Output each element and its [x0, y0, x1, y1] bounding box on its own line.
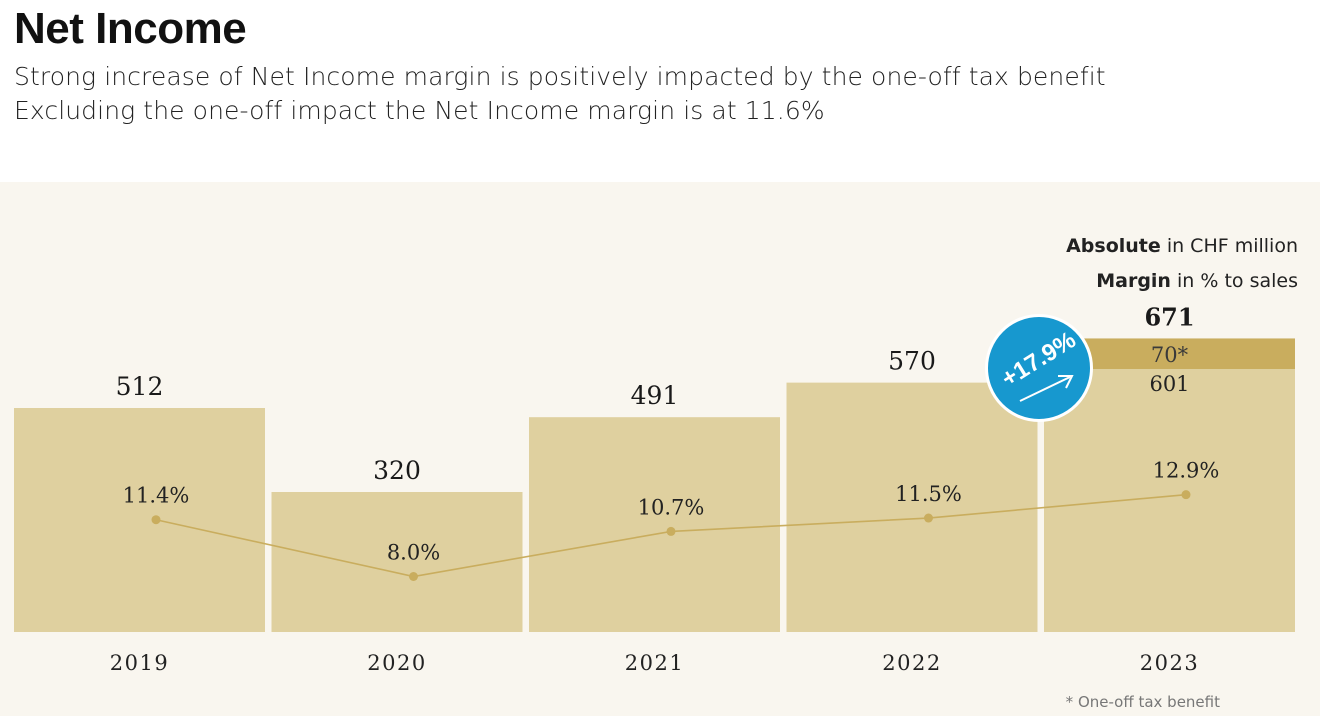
- legend-absolute-rest: in CHF million: [1160, 235, 1298, 257]
- bar-2021: [529, 417, 780, 632]
- x-tick-2019: 2019: [110, 651, 169, 675]
- legend-margin-bold: Margin: [1096, 270, 1171, 292]
- growth-badge: +17.9%: [985, 314, 1093, 422]
- bar-2020: [271, 492, 523, 632]
- x-tick-2023: 2023: [1140, 651, 1199, 675]
- margin-point-2020: [409, 572, 418, 581]
- x-tick-2020: 2020: [367, 651, 426, 675]
- value-label-2022: 570: [888, 347, 936, 376]
- legend-absolute: Absolute in CHF million: [1066, 235, 1298, 257]
- margin-point-2023: [1181, 490, 1191, 500]
- bar-2022: [786, 382, 1038, 632]
- margin-label-2019: 11.4%: [123, 484, 190, 508]
- one-off-label: 70*: [1151, 343, 1189, 367]
- page-title: Net Income: [14, 4, 247, 53]
- legend-margin-rest: in % to sales: [1170, 270, 1298, 292]
- margin-label-2022: 11.5%: [895, 482, 962, 506]
- margin-label-2021: 10.7%: [638, 495, 705, 519]
- base-value-label: 601: [1149, 372, 1189, 396]
- legend-absolute-bold: Absolute: [1066, 235, 1161, 257]
- trend-arrow-icon: [1019, 375, 1074, 402]
- value-label-2023: 671: [1144, 302, 1194, 331]
- margin-label-2023: 12.9%: [1153, 459, 1220, 483]
- subtitle-line-2: Excluding the one-off impact the Net Inc…: [14, 96, 825, 125]
- margin-label-2020: 8.0%: [387, 541, 440, 565]
- margin-point-2022: [924, 513, 933, 523]
- bar-2019: [14, 408, 265, 632]
- margin-point-2021: [666, 526, 676, 536]
- bar-2023: [1044, 369, 1295, 632]
- footnote: * One-off tax benefit: [1065, 693, 1220, 711]
- subtitle-line-1: Strong increase of Net Income margin is …: [14, 62, 1106, 91]
- x-tick-2021: 2021: [625, 651, 684, 675]
- legend-margin: Margin in % to sales: [1096, 270, 1298, 292]
- margin-point-2019: [151, 515, 161, 525]
- value-label-2019: 512: [116, 372, 164, 401]
- x-tick-2022: 2022: [882, 651, 941, 675]
- value-label-2021: 491: [631, 381, 679, 410]
- value-label-2020: 320: [373, 456, 421, 485]
